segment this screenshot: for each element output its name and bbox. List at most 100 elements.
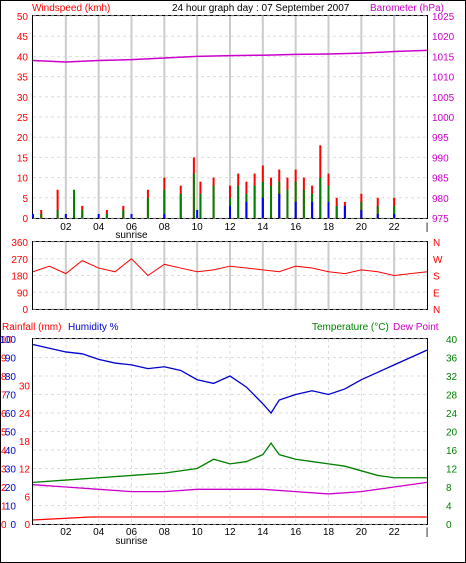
sunrise-label: sunrise [115,230,148,241]
x-tick-label: | [426,527,429,538]
wind-bar-gust [56,189,59,218]
temperature-left-tick-label: 6 [24,492,30,503]
wind-bar-avg [122,209,125,218]
direction-tick-label: 90 [17,288,29,299]
wind-tick-label: 5 [22,194,28,205]
wind-tick-label: 25 [17,113,29,124]
rain-tick-label: 7 [1,391,7,402]
temperature-left-tick-label: 12 [19,465,31,476]
wind-tick-label: 35 [17,73,29,84]
wind-bar-avg [81,209,84,218]
rain-tick-label: 2 [1,483,7,494]
wind-bar-low [229,205,231,218]
barometer-tick-label: 1000 [432,113,455,124]
wind-bar-avg [286,189,289,218]
temperature-tick-label: 20 [446,428,458,439]
sunrise-label: sunrise [115,536,148,547]
wind-bar-avg [302,189,305,218]
direction-tick-label: 360 [11,238,28,249]
wind-bar-low [311,201,314,218]
temperature-line [32,441,427,484]
compass-label: E [433,288,440,299]
temperature-left-tick-label: 30 [19,381,31,392]
x-tick-label: 20 [356,527,368,538]
temperature-tick-label: 40 [446,335,458,346]
wind-bar-avg [237,185,240,218]
x-tick-label: 02 [60,222,72,233]
wind-bar-low [261,197,264,218]
wind-bar-avg [335,205,338,218]
temperature-tick-label: 36 [446,354,458,365]
humidity-tick-label: 0 [10,520,16,531]
compass-label: N [433,238,440,249]
compass-label: S [433,272,440,283]
barometer-tick-label: 1010 [432,73,455,84]
dewpoint-line [32,481,428,495]
x-tick-label: 16 [290,222,302,233]
barometer-tick-label: 1025 [432,12,455,23]
humidity-label: Humidity % [68,322,119,333]
temperature-tick-label: 0 [446,520,452,531]
wind-tick-label: 0 [22,214,28,225]
rain-tick-label: 4 [1,446,7,457]
wind-bar-low [32,213,34,218]
wind-bar-avg [105,213,108,218]
x-tick-label: 06 [126,527,138,538]
wind-bar-avg [163,189,166,218]
temperature-left-tick-label: 18 [19,437,31,448]
humidity-plot-frame [32,338,428,525]
wind-bar-low [393,213,396,218]
wind-bar-avg [270,185,273,218]
x-tick-label: 20 [356,222,368,233]
rain-tick-label: 6 [1,409,7,420]
dewpoint-label: Dew Point [393,322,439,333]
wind-bar-avg [319,177,322,218]
x-tick-label: | [426,222,429,233]
barometer-tick-label: 1020 [432,32,455,43]
wind-bar-avg [40,213,43,218]
temperature-tick-label: 8 [446,483,452,494]
wind-tick-label: 50 [17,12,29,23]
wind-bar-avg [73,189,76,218]
wind-tick-label: 30 [17,93,29,104]
direction-tick-label: 270 [11,255,28,266]
barometer-tick-label: 1015 [432,52,455,63]
humidity-tick-label: 60 [5,409,17,420]
direction-tick-label: 180 [11,272,28,283]
direction-tick-label: 0 [22,305,28,316]
humidity-tick-label: 80 [5,372,17,383]
temperature-tick-label: 12 [446,465,458,476]
wind-bar-low [327,201,330,218]
x-tick-label: 06 [126,222,138,233]
rain-tick-label: 1 [1,502,7,513]
rain-line [32,516,427,521]
humidity-tick-label: 100 [0,335,16,346]
x-tick-label: 10 [192,222,204,233]
temperature-tick-label: 24 [446,409,458,420]
temperature-label: Temperature (°C) [312,322,389,333]
humidity-line [32,343,428,415]
barometer-tick-label: 975 [432,214,449,225]
temperature-tick-label: 16 [446,446,458,457]
wind-bar-low [64,213,67,218]
wind-bar-low [294,201,297,218]
wind-bar-low [130,213,133,218]
x-tick-label: 22 [389,222,401,233]
barometer-tick-label: 1005 [432,93,455,104]
x-tick-label: 08 [159,527,171,538]
wind-bar-low [278,193,281,218]
wind-bar-avg [393,205,396,218]
wind-bar-avg [199,193,202,218]
temperature-left-tick-label: 0 [24,520,30,531]
wind-tick-label: 20 [17,133,29,144]
rain-tick-label: 8 [1,372,7,383]
wind-bars [32,145,396,218]
barometer-label: Barometer (hPa) [370,3,444,14]
wind-tick-label: 10 [17,174,29,185]
barometer-tick-label: 980 [432,194,449,205]
barometer-tick-label: 985 [432,174,449,185]
wind-bar-low [343,205,346,218]
x-tick-label: 12 [224,527,236,538]
wind-bar-avg [212,185,215,218]
